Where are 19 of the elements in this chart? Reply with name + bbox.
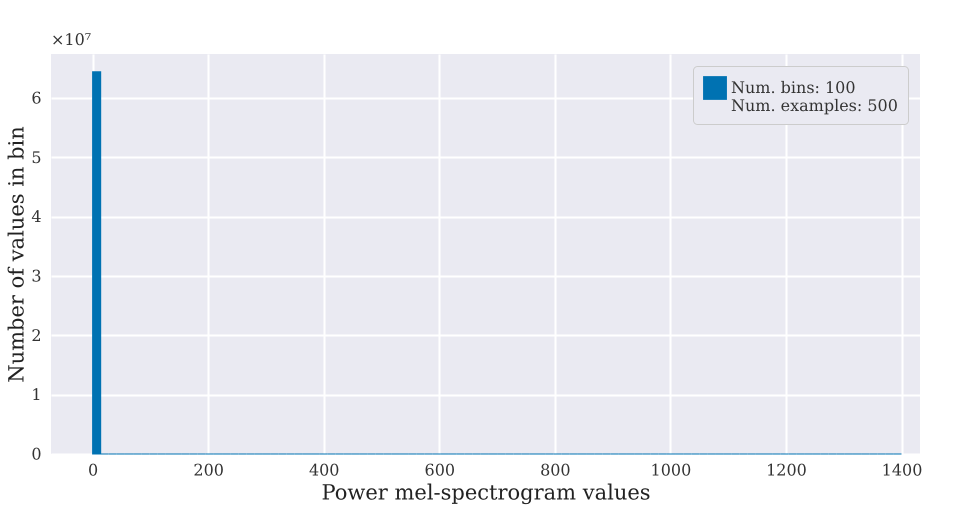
y-tick-label: 4 [31, 207, 42, 226]
y-tick-label: 2 [31, 326, 42, 345]
x-tick-label: 0 [88, 460, 98, 480]
x-tick-label: 200 [193, 460, 224, 480]
x-tick-label: 1400 [882, 460, 922, 480]
y-tick-label: 5 [31, 148, 42, 167]
text: ×10⁷ [51, 30, 92, 49]
y-tick-label: 0 [31, 444, 42, 464]
x-axis-title: Power mel-spectrogram values [321, 480, 651, 504]
x-tick-label: 800 [540, 460, 571, 480]
x-tick-label: 1000 [650, 460, 692, 480]
x-tick-label: 400 [308, 460, 340, 480]
y-axis-title: Number of values in bin [4, 126, 28, 383]
x-tick-label: 1200 [766, 460, 807, 480]
x-tick-label: 600 [424, 460, 456, 480]
y-tick-label: 6 [31, 88, 42, 108]
legend-label: Num. bins: 100 Num. examples: 500 [731, 78, 898, 115]
y-tick-label: 1 [31, 385, 42, 404]
y-tick-label: 3 [31, 266, 42, 286]
